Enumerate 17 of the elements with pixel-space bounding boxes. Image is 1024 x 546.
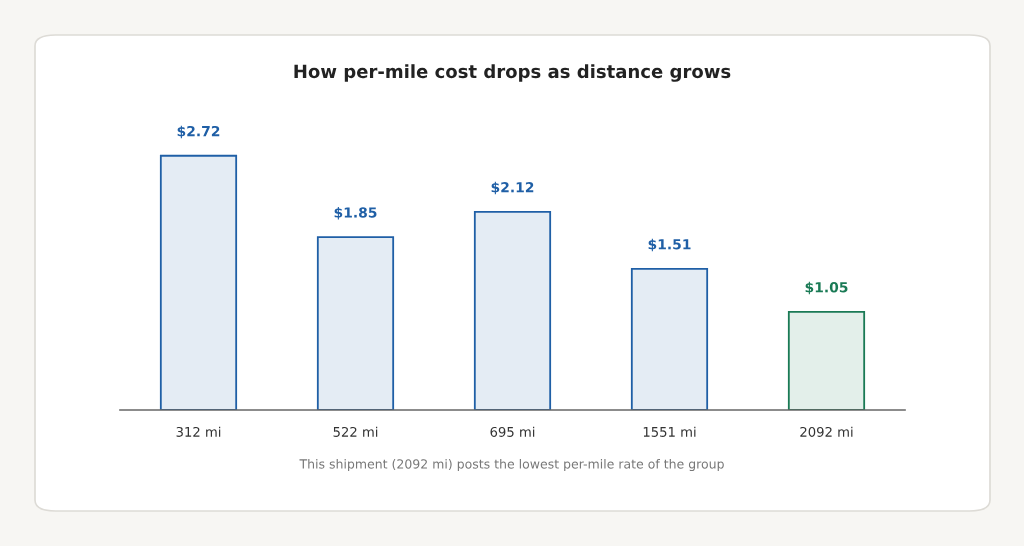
bar	[473, 210, 552, 410]
bar	[630, 267, 709, 410]
x-tick-label: 2092 mi	[800, 426, 853, 437]
data-label: $1.51	[648, 238, 691, 252]
data-label: $2.72	[177, 125, 220, 139]
x-tick-label: 1551 mi	[643, 426, 696, 437]
x-tick-label: 312 mi	[176, 426, 221, 437]
x-tick-label: 695 mi	[490, 426, 535, 437]
bar	[787, 310, 866, 410]
chart-title: How per-mile cost drops as distance grows	[294, 64, 731, 82]
bar	[159, 154, 238, 410]
text: This shipment (2092 mi) posts the lowest per-mile rate of the group	[299, 458, 724, 472]
data-label: $1.05	[805, 281, 848, 295]
bar	[316, 236, 395, 410]
data-label: $2.12	[491, 181, 534, 195]
data-label: $1.85	[334, 206, 377, 220]
x-tick-label: 522 mi	[333, 426, 378, 437]
